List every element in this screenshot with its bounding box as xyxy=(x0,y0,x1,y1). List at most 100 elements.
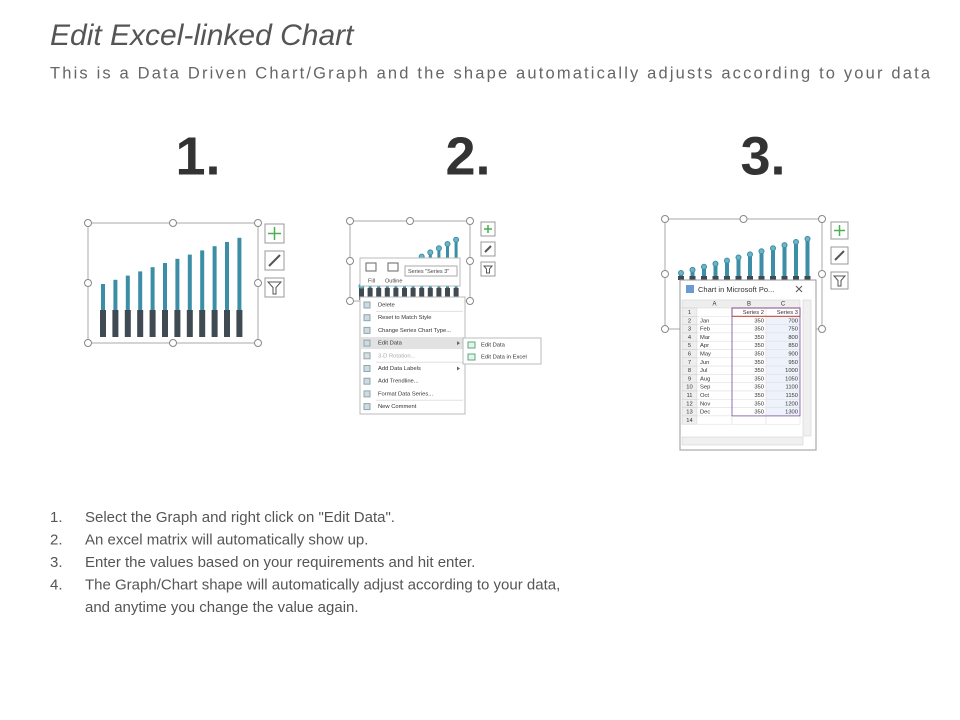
cell-text: 1100 xyxy=(786,385,798,391)
chart-bar xyxy=(690,269,695,276)
row-number: 9 xyxy=(688,376,691,382)
resize-handle xyxy=(346,297,354,305)
cell-text: 350 xyxy=(754,393,764,399)
resize-handle xyxy=(346,217,354,225)
subtitle: This is a Data Driven Chart/Graph and th… xyxy=(50,64,931,82)
filter-button xyxy=(480,261,496,277)
menu-item: Delete xyxy=(378,303,395,309)
excel-titlebar xyxy=(680,280,816,299)
chart-bar xyxy=(187,254,192,310)
bar-marker xyxy=(453,236,460,243)
chart-bar-base xyxy=(724,276,730,280)
resize-handle xyxy=(818,325,826,333)
resize-handle xyxy=(466,297,474,305)
chart-bar-base xyxy=(804,276,811,280)
bar-marker xyxy=(747,251,753,258)
row-number: 10 xyxy=(686,385,692,391)
resize-handle xyxy=(346,257,354,265)
row-number: 1 xyxy=(688,310,691,316)
menu-item: Change Series Chart Type... xyxy=(378,328,451,334)
bar-marker xyxy=(758,248,765,255)
chart-bar-base xyxy=(701,276,707,280)
plus-icon xyxy=(268,227,281,240)
brush-icon xyxy=(484,245,492,253)
chart-bar-base xyxy=(793,276,799,280)
cell-text: 1150 xyxy=(786,393,798,399)
chart-bar xyxy=(805,238,810,276)
chart-bar-base xyxy=(770,276,776,280)
chart-bar xyxy=(175,258,180,310)
menu-item: Add Data Labels xyxy=(378,366,421,372)
chart-bar xyxy=(212,246,217,310)
menu-item: Add Trendline... xyxy=(378,379,419,385)
chart-bar-base xyxy=(367,288,373,300)
row-number: 5 xyxy=(688,343,691,349)
submenu-item: Edit Data xyxy=(481,343,506,349)
fill-icon xyxy=(365,262,377,272)
submenu-icon xyxy=(467,341,476,349)
chart-bar-base xyxy=(427,288,433,300)
resize-handle xyxy=(169,219,177,227)
bar-marker xyxy=(804,235,811,242)
resize-handle xyxy=(661,215,669,223)
row-number: 3 xyxy=(688,327,691,333)
chart-bar-base xyxy=(747,276,753,280)
chart-bar xyxy=(702,266,706,276)
chart-bar-base xyxy=(199,310,206,337)
menu-icon xyxy=(363,301,371,309)
close-icon xyxy=(795,285,803,293)
cell xyxy=(731,415,767,425)
chart-bar-base xyxy=(137,310,144,337)
chart-bar xyxy=(771,248,775,276)
menu-highlight xyxy=(361,337,464,350)
filter-button xyxy=(264,277,285,298)
chart-bar xyxy=(782,245,787,276)
cell-text: 350 xyxy=(754,327,764,333)
chart-bar-base xyxy=(112,310,119,337)
menu-icon xyxy=(363,339,371,347)
resize-handle xyxy=(84,339,92,347)
chart-bar-base xyxy=(186,310,193,337)
cell-text: May xyxy=(700,351,711,357)
context-menu xyxy=(359,296,466,415)
row-number: 4 xyxy=(688,335,692,341)
resize-handle xyxy=(406,217,414,225)
step-number: 2. xyxy=(445,126,490,186)
chart-bar-base xyxy=(384,288,390,300)
bar-marker xyxy=(678,270,684,276)
funnel-icon xyxy=(482,265,494,274)
plus-icon xyxy=(834,225,845,236)
series-label: Series "Series 3" xyxy=(408,269,449,275)
resize-handle xyxy=(661,325,669,333)
cell xyxy=(765,415,801,425)
chart-bar-base xyxy=(758,276,765,280)
chart-bar-base xyxy=(124,310,131,337)
cell-text: 350 xyxy=(754,410,764,416)
resize-handle xyxy=(84,279,92,287)
cell-text: 350 xyxy=(754,343,764,349)
cell-text: Mar xyxy=(700,335,710,341)
resize-handle xyxy=(254,219,262,227)
bar-marker xyxy=(781,242,788,249)
chart-bar-base xyxy=(174,310,181,337)
row-number: 11 xyxy=(686,393,692,399)
chart-bar-base xyxy=(445,288,450,300)
bar-marker xyxy=(793,239,799,245)
brush-icon xyxy=(834,250,845,261)
menu-icon xyxy=(363,377,371,385)
bar-marker xyxy=(427,249,434,256)
menu-icon xyxy=(363,403,371,411)
bar-marker xyxy=(724,257,730,264)
submenu-item: Edit Data in Excel xyxy=(481,355,527,361)
chart-bar-base xyxy=(162,310,168,337)
bar-marker xyxy=(735,254,742,261)
chart-bar-base xyxy=(410,288,416,300)
submenu-arrow xyxy=(457,366,460,371)
cell-text: Jun xyxy=(700,360,709,366)
cell-text: Feb xyxy=(700,327,710,333)
resize-handle xyxy=(739,215,748,223)
resize-handle xyxy=(254,279,262,287)
cell-text: 350 xyxy=(754,318,764,324)
window-title: Chart in Microsoft Po... xyxy=(698,285,774,294)
chart-bar xyxy=(101,284,105,310)
